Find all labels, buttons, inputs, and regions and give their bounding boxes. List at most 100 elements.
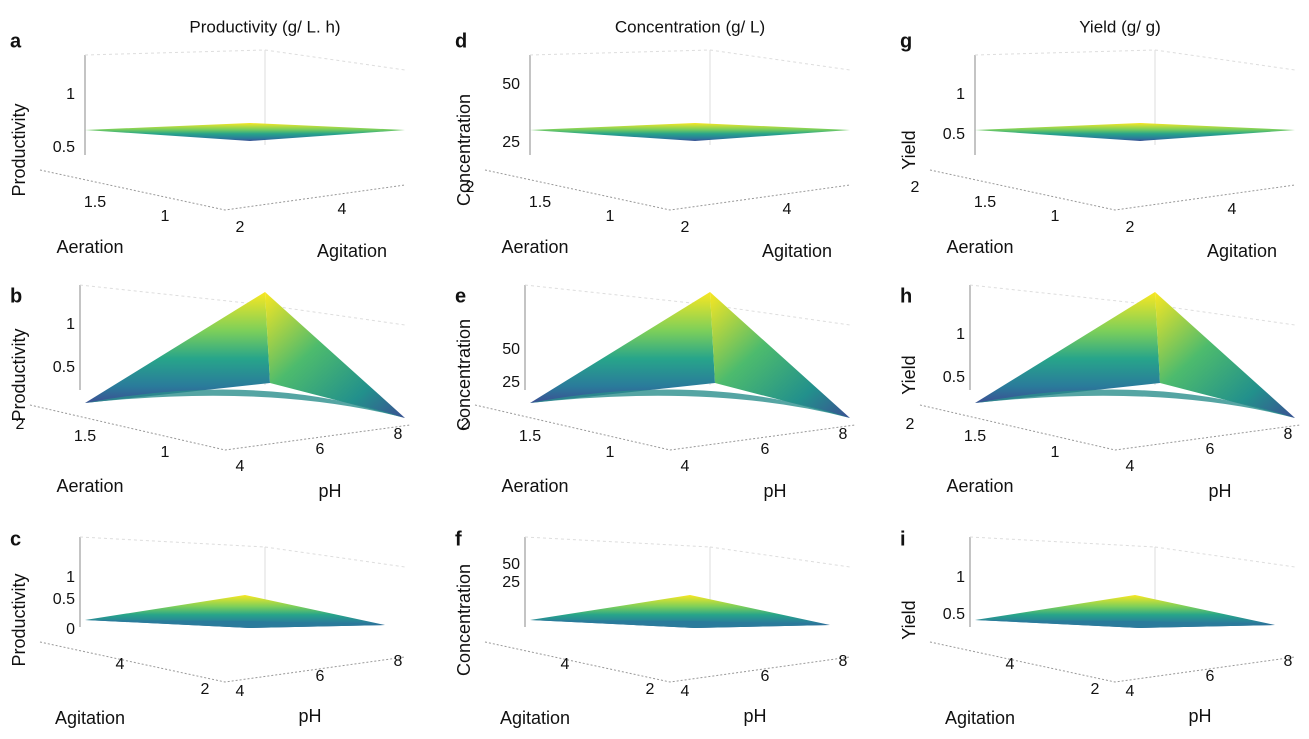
x-tick-label: 4 — [1126, 683, 1135, 700]
y-tick-label: 2 — [201, 681, 210, 698]
y-tick-label: 2 — [466, 179, 475, 196]
z-tick-label: 0.5 — [943, 126, 965, 143]
z-tick-label: 0.5 — [943, 606, 965, 623]
x-tick-label: 4 — [236, 683, 245, 700]
x-axis-label: pH — [1188, 706, 1211, 726]
z-tick-label: 0 — [66, 621, 75, 638]
back-edge — [709, 49, 851, 71]
surface — [530, 389, 850, 418]
surface — [85, 292, 270, 403]
z-axis-label: Concentration — [454, 564, 474, 676]
y-axis-label: Agitation — [945, 708, 1015, 728]
back-edge — [524, 284, 711, 306]
surface — [975, 123, 1295, 141]
x-tick-label: 4 — [236, 458, 245, 475]
floor-edge — [484, 641, 851, 683]
x-tick-label: 6 — [761, 441, 770, 458]
panel-letter: f — [455, 528, 462, 550]
x-tick-label: 6 — [1206, 441, 1215, 458]
back-edge — [79, 284, 266, 306]
z-tick-label: 25 — [502, 134, 520, 151]
column-title: Concentration (g/ L) — [615, 17, 765, 36]
y-tick-label: 1.5 — [529, 194, 551, 211]
z-axis-label: Productivity — [9, 103, 29, 196]
x-tick-label: 4 — [681, 683, 690, 700]
panel-letter: i — [900, 528, 906, 550]
surface — [975, 292, 1160, 403]
z-tick-label: 25 — [502, 374, 520, 391]
y-tick-label: 1 — [1051, 208, 1060, 225]
x-tick-label: 6 — [761, 668, 770, 685]
x-tick-label: 6 — [316, 668, 325, 685]
x-tick-label: 8 — [1284, 426, 1293, 443]
z-tick-label: 50 — [502, 556, 520, 573]
y-tick-label: 1.5 — [74, 428, 96, 445]
surface — [975, 620, 1275, 628]
back-edge — [969, 536, 1156, 548]
z-tick-label: 1 — [956, 86, 965, 103]
y-tick-label: 1 — [1051, 444, 1060, 461]
surface — [1155, 292, 1295, 418]
y-tick-label: 4 — [116, 656, 125, 673]
panel-letter: d — [455, 30, 467, 52]
x-tick-label: 6 — [1206, 668, 1215, 685]
panel-letter: g — [900, 30, 912, 52]
y-tick-label: 1.5 — [974, 194, 996, 211]
y-tick-label: 1.5 — [84, 194, 106, 211]
back-edge — [524, 536, 711, 548]
z-tick-label: 1 — [956, 326, 965, 343]
surface — [975, 595, 1275, 628]
back-edge — [974, 49, 1156, 56]
y-tick-label: 1 — [161, 208, 170, 225]
floor-edge — [929, 169, 1296, 211]
x-axis-label: pH — [318, 481, 341, 501]
floor-edge — [39, 641, 406, 683]
x-tick-label: 8 — [839, 653, 848, 670]
floor-edge — [29, 404, 411, 451]
x-tick-label: 4 — [783, 201, 792, 218]
x-tick-label: 6 — [316, 441, 325, 458]
z-axis-label: Yield — [899, 600, 919, 639]
z-tick-label: 50 — [502, 76, 520, 93]
column-title: Yield (g/ g) — [1079, 17, 1161, 36]
z-tick-label: 1 — [66, 569, 75, 586]
surface — [530, 123, 850, 141]
z-tick-label: 1 — [66, 316, 75, 333]
x-tick-label: 8 — [394, 426, 403, 443]
surface — [85, 620, 385, 628]
y-tick-label: 2 — [1091, 681, 1100, 698]
y-axis-label: Aeration — [56, 476, 123, 496]
column-title: Productivity (g/ L. h) — [189, 17, 340, 36]
y-tick-label: 1.5 — [519, 428, 541, 445]
panel-letter: b — [10, 285, 22, 307]
surface — [530, 292, 715, 403]
back-edge — [529, 49, 711, 56]
y-tick-label: 4 — [1006, 656, 1015, 673]
surface — [85, 595, 385, 628]
x-tick-label: 4 — [1228, 201, 1237, 218]
y-axis-label: Aeration — [56, 237, 123, 257]
z-tick-label: 50 — [502, 341, 520, 358]
y-axis-label: Agitation — [55, 708, 125, 728]
surface — [85, 389, 405, 418]
surface — [710, 292, 850, 418]
z-axis-label: Concentration — [454, 94, 474, 206]
y-axis-label: Aeration — [946, 237, 1013, 257]
z-axis-label: Yield — [899, 130, 919, 169]
surface — [85, 123, 405, 141]
x-tick-label: 8 — [394, 653, 403, 670]
floor-edge — [39, 169, 406, 211]
back-edge — [969, 284, 1156, 306]
z-tick-label: 1 — [956, 569, 965, 586]
x-tick-label: 8 — [839, 426, 848, 443]
z-axis-label: Productivity — [9, 328, 29, 421]
y-tick-label: 1 — [606, 208, 615, 225]
x-axis-label: pH — [743, 706, 766, 726]
x-axis-label: pH — [763, 481, 786, 501]
x-axis-label: pH — [1208, 481, 1231, 501]
panel-letter: c — [10, 528, 21, 550]
surface — [265, 292, 405, 418]
y-axis-label: Aeration — [501, 476, 568, 496]
y-tick-label: 2 — [461, 416, 470, 433]
